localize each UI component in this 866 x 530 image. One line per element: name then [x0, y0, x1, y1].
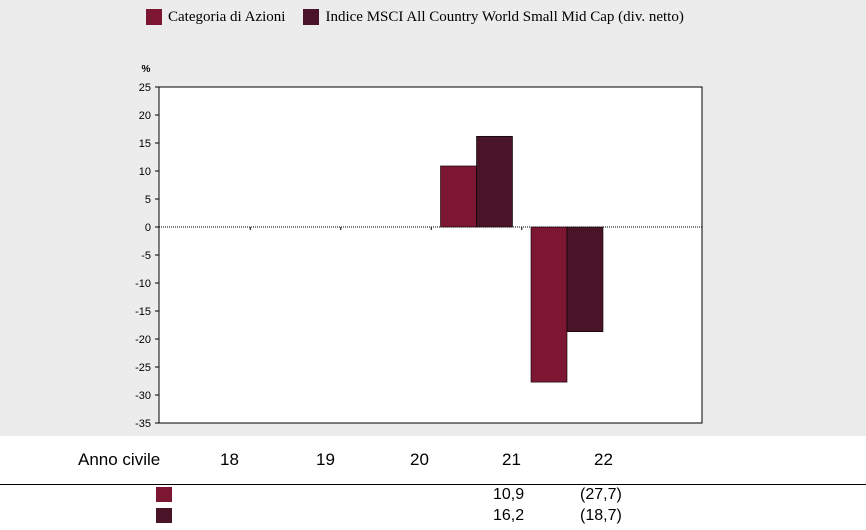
table-divider [0, 484, 866, 485]
x-category-label: 20 [410, 450, 429, 469]
y-tick-label: -30 [135, 390, 151, 402]
table-row: 10,9 (27,7) [0, 486, 866, 504]
bar-chart: % 25 20 15 10 5 0 -5 -10 -15 -20 -25 -30 -35 [135, 64, 703, 430]
x-category-label: 22 [594, 450, 613, 469]
y-tick-label: 25 [139, 82, 151, 94]
bar [566, 226, 604, 333]
y-axis-unit: % [142, 64, 151, 75]
legend-item-series2: Indice MSCI All Country World Small Mid … [303, 8, 684, 26]
x-category-label: 21 [502, 450, 521, 469]
y-tick-label: 15 [139, 138, 151, 150]
y-tick-label: -25 [135, 362, 151, 374]
y-tick-label: -35 [135, 418, 151, 430]
y-tick-label: -15 [135, 306, 151, 318]
y-tick-label: 0 [145, 222, 151, 234]
y-tick-label: -5 [141, 250, 151, 262]
legend-label-series1: Categoria di Azioni [168, 8, 286, 25]
chart-legend: Categoria di Azioni Indice MSCI All Coun… [146, 6, 702, 28]
x-category-label: 19 [316, 450, 335, 469]
x-axis-row: Anno civile 18 19 20 21 22 [0, 450, 866, 474]
plot-area [158, 86, 703, 424]
table-cell: 10,9 [493, 486, 525, 503]
bar [530, 226, 568, 383]
table-cell: (27,7) [580, 486, 622, 503]
table-row: 16,2 (18,7) [0, 507, 866, 525]
y-tick-label: 10 [139, 166, 151, 178]
y-tick-label: 20 [139, 110, 151, 122]
legend-item-series1: Categoria di Azioni [146, 9, 285, 26]
legend-swatch-series1 [146, 9, 162, 25]
y-tick-label: 5 [145, 194, 151, 206]
table-cell: 16,2 [493, 507, 525, 524]
bar [440, 165, 477, 228]
table-cell: (18,7) [580, 507, 622, 524]
y-tick-label: -10 [135, 278, 151, 290]
x-axis-label: Anno civile [78, 450, 161, 469]
table-row-swatch [156, 508, 172, 523]
legend-swatch-series2 [303, 9, 320, 25]
y-tick-label: -20 [135, 334, 151, 346]
legend-label-series2: Indice MSCI All Country World Small Mid … [325, 8, 684, 25]
bar [476, 135, 513, 228]
x-category-label: 18 [220, 450, 239, 469]
table-row-swatch [156, 487, 172, 502]
